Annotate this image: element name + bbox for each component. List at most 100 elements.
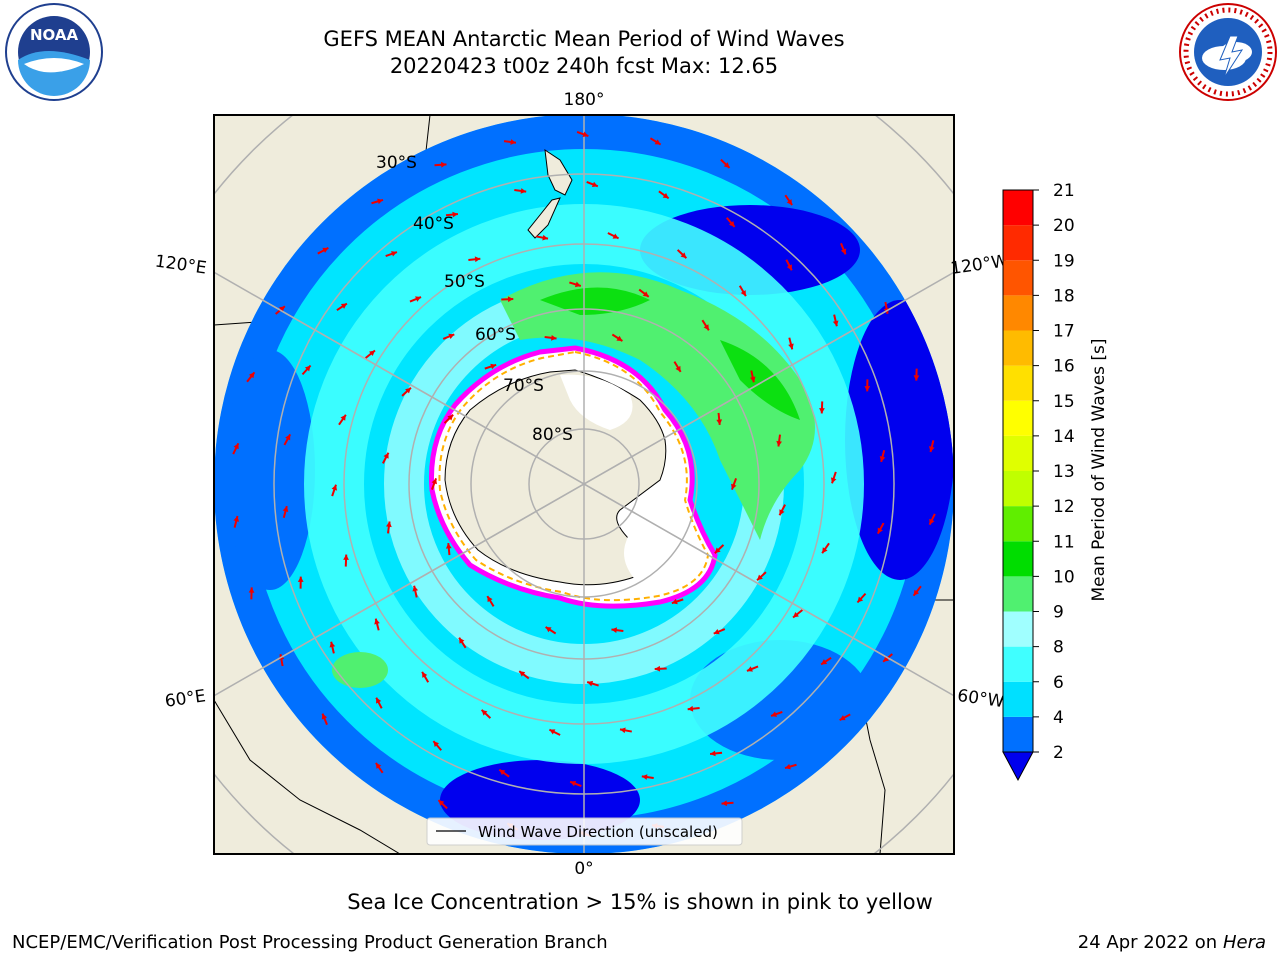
colorbar-bin [1003, 330, 1033, 366]
wave-arrow-head [297, 576, 304, 582]
wave-arrow-head [574, 281, 581, 288]
colorbar-tick-label: 4 [1053, 708, 1064, 728]
wave-arrow-head [671, 598, 678, 605]
lat-label-70s: 70°S [503, 376, 544, 396]
wave-arrow-head [441, 161, 447, 168]
colorbar-bin [1003, 365, 1033, 401]
colorbar-tick-label: 17 [1053, 322, 1075, 342]
wave-arrow-head [779, 509, 785, 516]
wave-arrow-head [340, 303, 347, 309]
wave-arrow-head [786, 264, 792, 271]
lat-label-80s: 80°S [532, 425, 573, 445]
wave-arrow-head [877, 527, 883, 534]
wave-arrow-head [431, 478, 437, 485]
wave-arrow-head [481, 709, 488, 716]
wave-arrow-head [612, 233, 619, 239]
wave-arrow-head [550, 334, 557, 341]
wave-arrow-head [723, 162, 730, 168]
africa-land [214, 699, 401, 854]
colorbar-label: Mean Period of Wind Waves [s] [1089, 338, 1109, 601]
wave-arrow-head [857, 596, 864, 603]
footer-date-text: 24 Apr 2022 on [1077, 932, 1223, 953]
wave-arrow-head [375, 762, 382, 769]
wind-wave-arrows [232, 131, 936, 837]
footer-machine: Hera [1222, 932, 1266, 953]
noaa-logo-text: NOAA [30, 26, 79, 44]
colorbar-bin [1003, 576, 1033, 612]
map-frame [213, 114, 955, 855]
wave-arrow-head [721, 800, 727, 807]
wave-arrow-head [784, 763, 791, 770]
wave-arrow-head [405, 387, 411, 394]
wave-arrow-head [913, 589, 920, 596]
wave-arrow-head [549, 729, 556, 735]
sea-ice-note: Sea Ice Concentration > 15% is shown in … [347, 890, 933, 914]
noaa-logo: NOAA [5, 3, 103, 101]
colorbar-tick-label: 2 [1053, 743, 1064, 763]
wave-arrow-head [331, 484, 338, 491]
ice-shelf-ross [560, 374, 633, 430]
wave-arrow-head [710, 750, 716, 757]
wave-arrow-head [749, 376, 756, 383]
wave-arrow-head [654, 139, 661, 145]
wave-arrow-head [329, 641, 336, 648]
footer-branch: NCEP/EMC/Verification Post Processing Pr… [12, 932, 608, 953]
period-patch-green-west [332, 652, 388, 688]
colorbar-bin [1003, 225, 1033, 261]
wave-arrow-head [582, 131, 589, 137]
wave-arrow-head [746, 666, 753, 672]
wave-arrow-head [452, 211, 458, 218]
wave-arrow-head [321, 713, 328, 720]
wave-arrow-head [776, 440, 782, 447]
wave-arrow-head [304, 365, 311, 372]
wave-arrow-head [285, 434, 291, 441]
wave-arrow-head [641, 774, 648, 780]
wave-arrow-head [680, 252, 687, 259]
wave-arrow-head [662, 192, 669, 199]
wave-arrow-head [340, 414, 346, 421]
colorbar-tick-label: 9 [1053, 603, 1064, 623]
wave-arrow-head [839, 715, 846, 721]
colorbar-tick-label: 16 [1053, 357, 1075, 377]
wave-arrow-head [542, 234, 549, 241]
wave-arrow-head [322, 247, 329, 253]
wave-arrow-head [928, 446, 935, 452]
colorbar-bin [1003, 541, 1033, 577]
colorbar-tick-label: 10 [1053, 567, 1075, 587]
wave-arrow-head [545, 626, 552, 633]
wave-arrow-head [386, 521, 392, 528]
wave-arrow-head [510, 139, 516, 145]
wave-arrow-head [793, 611, 799, 618]
sea-ice-edge-yellow [438, 350, 710, 602]
colorbar-bin [1003, 716, 1033, 752]
wave-arrow-head [487, 596, 493, 603]
wave-arrow-head [654, 665, 661, 672]
wave-arrow-head [233, 516, 240, 522]
wave-arrow-head [819, 408, 825, 414]
wave-arrow-head [433, 741, 440, 748]
wave-arrow-head [278, 306, 285, 312]
wave-arrow-head [587, 680, 594, 687]
lon-label-180: 180° [564, 90, 605, 110]
lon-label-120w: 120°W [949, 251, 1009, 279]
wave-arrow-head [376, 697, 382, 704]
colorbar-tick-label: 11 [1053, 532, 1075, 552]
colorbar-tick-label: 19 [1053, 251, 1075, 271]
wave-arrow-head [507, 296, 514, 303]
wave-arrow-head [447, 414, 454, 421]
wave-arrow-head [687, 705, 694, 712]
colorbar-tick-label: 21 [1053, 181, 1075, 201]
wave-arrow-head [616, 335, 623, 342]
wave-arrow-head [412, 585, 419, 592]
colorbar-tick-label: 20 [1053, 216, 1075, 236]
colorbar-bin [1003, 506, 1033, 542]
wave-arrow-head [740, 290, 746, 297]
colorbar-extend-triangle [1002, 751, 1034, 782]
lat-label-50s: 50°S [444, 272, 485, 292]
wave-arrow-head [282, 506, 289, 512]
ice-shelf-weddell [624, 530, 690, 585]
wave-arrow-head [374, 618, 380, 625]
wave-arrow-head [459, 637, 465, 644]
colorbar-bin [1003, 611, 1033, 647]
